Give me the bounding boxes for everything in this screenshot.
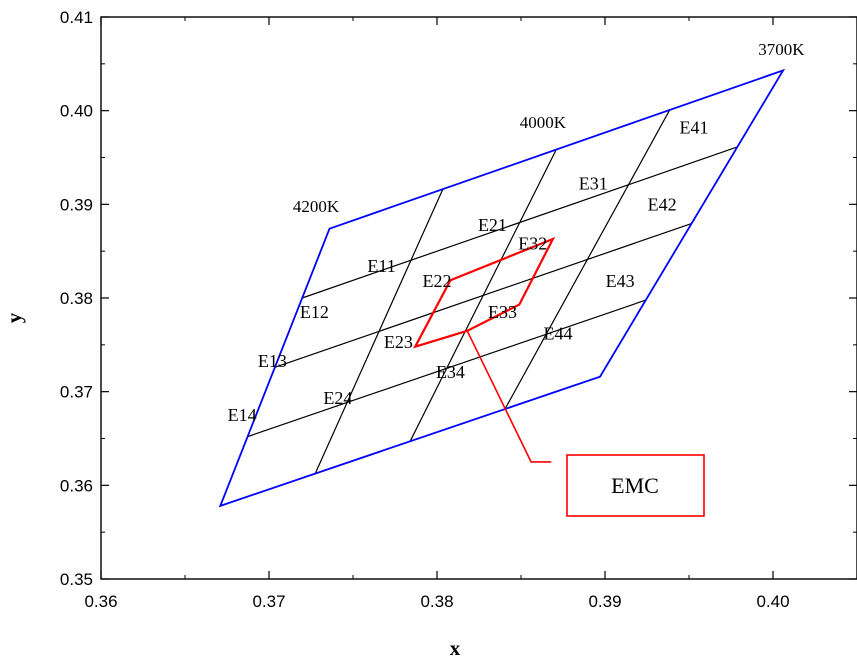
bin-divider-horizontal [274,222,692,368]
x-tick-label: 0.40 [756,592,789,611]
bin-divider-horizontal [247,299,646,438]
cct-label-3700k: 3700K [758,40,805,59]
bin-label-e44: E44 [543,324,572,344]
plot-border [100,16,857,580]
y-tick-label: 0.38 [60,289,93,308]
x-tick-label: 0.38 [420,592,453,611]
bin-label-e43: E43 [606,271,635,291]
bin-label-e33: E33 [488,302,517,322]
bin-cell-labels: E11 E12 E13 E14 E21 E22 E23 E24 E31 E32 E33 E34 E41 E… [228,118,709,426]
bin-label-e22: E22 [423,271,452,291]
bin-grid-lines [247,109,738,474]
plot-frame [100,16,857,580]
emc-region [412,236,556,463]
y-tick-label: 0.39 [60,195,93,214]
cct-label-4200k: 4200K [293,197,340,216]
bin-label-e31: E31 [579,174,608,194]
axis-ticks [100,16,857,580]
x-tick-label: 0.36 [84,592,117,611]
cct-label-4000k: 4000K [520,113,567,132]
y-tick-label: 0.35 [60,570,93,589]
x-tick-label: 0.39 [588,592,621,611]
bin-label-e41: E41 [680,118,709,138]
bin-divider-vertical [504,109,671,410]
y-tick-label: 0.37 [60,383,93,402]
tick-labels: 0.36 0.37 0.38 0.39 0.40 0.35 0.36 0.37 0.38 0.39… [60,8,790,611]
bin-label-e13: E13 [258,351,287,371]
bin-label-e24: E24 [323,388,352,408]
bin-label-e32: E32 [518,234,547,254]
bin-label-e12: E12 [300,302,329,322]
bin-outline [218,68,786,508]
bin-label-e23: E23 [384,332,413,352]
y-axis-title: y [2,312,26,323]
bin-label-e21: E21 [478,215,507,235]
emc-callout-label: EMC [611,473,659,498]
bin-label-e34: E34 [436,362,465,382]
cct-labels: 4200K 4000K 3700K [293,40,805,216]
bin-label-e14: E14 [228,405,257,425]
y-tick-label: 0.40 [60,102,93,121]
bin-outline-polygon [218,68,786,508]
emc-polygon [412,236,556,349]
bin-label-e42: E42 [648,194,677,214]
y-tick-label: 0.41 [60,8,93,27]
y-tick-label: 0.36 [60,476,93,495]
emc-callout: EMC [566,454,705,517]
bin-label-e11: E11 [367,256,395,276]
x-axis-title: x [450,636,461,660]
x-tick-label: 0.37 [252,592,285,611]
emc-leader-line [466,330,552,463]
emc-callout-box [566,454,705,517]
